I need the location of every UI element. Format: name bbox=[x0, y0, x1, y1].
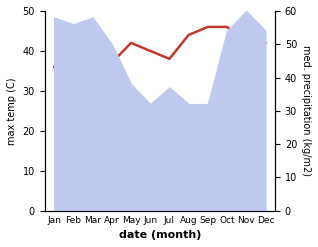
Y-axis label: max temp (C): max temp (C) bbox=[7, 77, 17, 144]
X-axis label: date (month): date (month) bbox=[119, 230, 201, 240]
Y-axis label: med. precipitation (kg/m2): med. precipitation (kg/m2) bbox=[301, 45, 311, 176]
